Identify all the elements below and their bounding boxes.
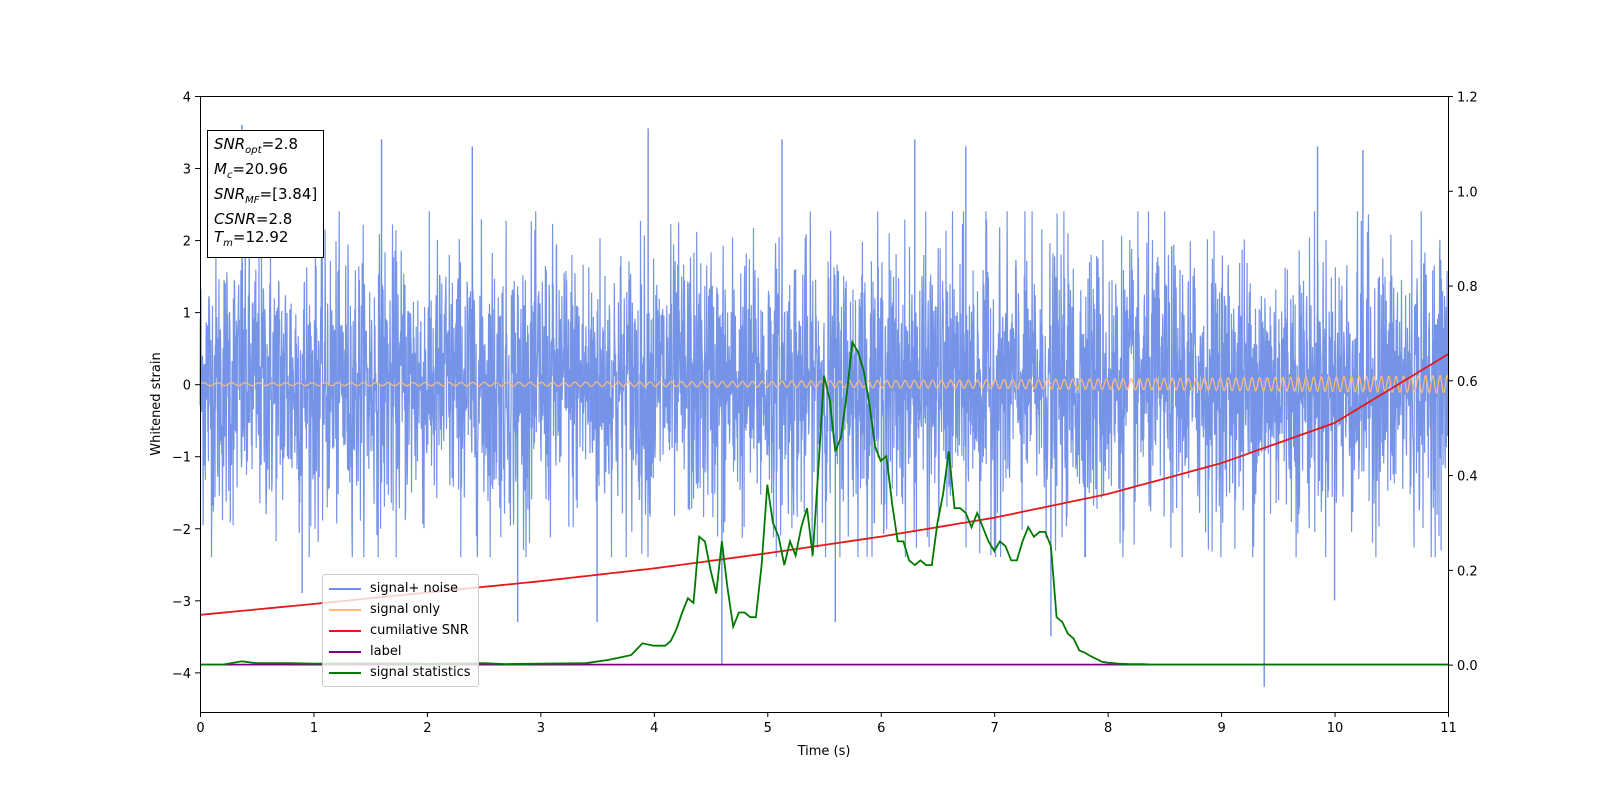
tm-line: Tm=12.92 <box>214 228 289 249</box>
legend-swatch <box>329 587 361 590</box>
legend-item-signal-noise: signal+ noise <box>329 578 471 599</box>
x-axis-label: Time (s) <box>797 744 851 759</box>
signal-noise-series <box>199 124 1449 687</box>
x-tick-label: 5 <box>764 721 772 736</box>
left-y-tick-label: −2 <box>172 523 191 538</box>
left-y-tick-label: 4 <box>183 91 191 106</box>
x-axis: 0 1 2 3 4 5 6 7 8 9 10 11 <box>196 712 1457 736</box>
signal-statistics-line <box>200 339 1448 666</box>
y-axis-label: Whitened strain <box>149 352 164 455</box>
right-y-tick-label: 0.4 <box>1457 470 1478 485</box>
x-tick-label: 2 <box>423 721 431 736</box>
right-y-tick-label: 1.2 <box>1457 91 1478 106</box>
left-y-tick-label: 2 <box>183 235 191 250</box>
csnr-line: CSNR=2.8 <box>214 210 293 228</box>
snr-mf-line: SNRMF=[3.84] <box>214 185 318 206</box>
snr-info-box: SNRopt=2.8 Mc=20.96 SNRMF=[3.84] CSNR=2.… <box>207 130 325 258</box>
legend-swatch <box>329 608 361 611</box>
legend-item-cumulative-snr: cumilative SNR <box>329 620 471 641</box>
x-tick-label: 9 <box>1217 721 1225 736</box>
signal-noise-line <box>199 211 1449 558</box>
left-y-tick-label: 0 <box>183 379 191 394</box>
left-y-axis: −4 −3 −2 −1 0 1 2 3 4 <box>172 91 200 682</box>
legend-swatch <box>329 629 361 632</box>
legend-item-signal-only: signal only <box>329 599 471 620</box>
signal-statistics-series <box>200 339 1448 666</box>
left-y-tick-label: −3 <box>172 595 191 610</box>
right-y-tick-label: 0.0 <box>1457 659 1478 674</box>
left-y-tick-label: 1 <box>183 307 191 322</box>
right-y-axis: 0.0 0.2 0.4 0.6 0.8 1.0 1.2 <box>1448 91 1478 674</box>
left-y-tick-label: −4 <box>172 667 191 682</box>
left-y-tick-label: −1 <box>172 451 191 466</box>
x-tick-label: 8 <box>1104 721 1112 736</box>
legend-item-label: label <box>329 641 471 662</box>
right-y-tick-label: 0.6 <box>1457 375 1478 390</box>
x-tick-label: 4 <box>650 721 658 736</box>
x-tick-label: 1 <box>310 721 318 736</box>
left-y-tick-label: 3 <box>183 163 191 178</box>
legend: signal+ noise signal only cumilative SNR… <box>322 574 479 687</box>
right-y-tick-label: 1.0 <box>1457 185 1478 200</box>
right-y-tick-label: 0.8 <box>1457 280 1478 295</box>
snr-opt-line: SNRopt=2.8 <box>214 135 298 156</box>
x-tick-label: 3 <box>537 721 545 736</box>
mc-line: Mc=20.96 <box>214 160 288 181</box>
x-tick-label: 6 <box>877 721 885 736</box>
x-tick-label: 7 <box>991 721 999 736</box>
plot-frame <box>200 96 1449 713</box>
legend-item-signal-statistics: signal statistics <box>329 662 471 683</box>
x-tick-label: 11 <box>1440 721 1457 736</box>
x-tick-label: 0 <box>196 721 204 736</box>
right-y-tick-label: 0.2 <box>1457 564 1478 579</box>
legend-swatch <box>329 671 361 674</box>
x-tick-label: 10 <box>1327 721 1344 736</box>
legend-swatch <box>329 650 361 653</box>
